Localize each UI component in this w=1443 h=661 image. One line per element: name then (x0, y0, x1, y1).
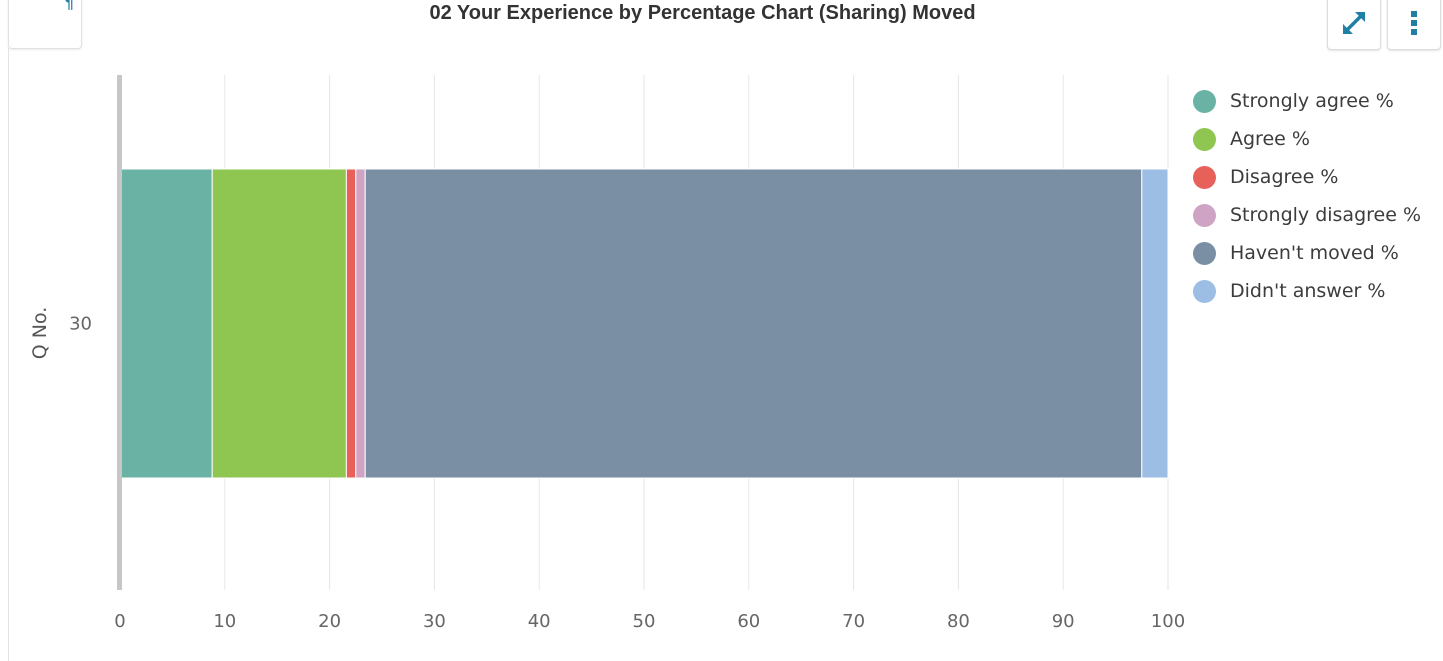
x-tick-label: 30 (423, 611, 446, 632)
chart-legend: Strongly agree % Agree % Disagree % Strongl… (1193, 82, 1421, 310)
x-tick-label: 10 (213, 611, 236, 632)
legend-swatch (1193, 241, 1216, 265)
chart-title: 02 Your Experience by Percentage Chart (… (429, 2, 976, 24)
legend-item[interactable]: Haven't moved % (1193, 234, 1421, 272)
legend-swatch (1193, 203, 1216, 227)
legend-item[interactable]: Disagree % (1193, 158, 1421, 196)
bar-segment[interactable] (1141, 168, 1169, 479)
legend-item[interactable]: Didn't answer % (1193, 272, 1421, 310)
x-tick-label: 60 (737, 611, 760, 632)
legend-item[interactable]: Strongly disagree % (1193, 196, 1421, 234)
legend-swatch (1193, 127, 1216, 151)
legend-label: Disagree % (1230, 166, 1339, 188)
bar-segments (119, 168, 1169, 479)
legend-swatch (1193, 279, 1216, 303)
expand-arrows-icon (1343, 12, 1365, 34)
legend-label: Haven't moved % (1230, 242, 1399, 264)
legend-label: Didn't answer % (1230, 280, 1386, 302)
more-options-button[interactable] (1387, 0, 1441, 50)
x-tick-label: 80 (947, 611, 970, 632)
legend-label: Strongly disagree % (1230, 204, 1422, 226)
legend-item[interactable]: Agree % (1193, 120, 1421, 158)
collapse-tab[interactable]: ¶ (8, 0, 82, 49)
stacked-bar-chart: 0 10 20 30 40 50 60 70 80 90 100 30 Q No. (29, 75, 1185, 632)
y-axis-ticks: 30 (69, 314, 92, 335)
bar-segment[interactable] (364, 168, 1143, 479)
bar-segment[interactable] (355, 168, 366, 479)
expand-button[interactable] (1327, 0, 1381, 50)
legend-swatch (1193, 165, 1216, 189)
y-tick-label: 30 (69, 314, 92, 335)
x-tick-label: 40 (528, 611, 551, 632)
vertical-dots-icon (1411, 11, 1417, 35)
x-tick-label: 70 (842, 611, 865, 632)
x-tick-label: 100 (1151, 611, 1185, 632)
legend-item[interactable]: Strongly agree % (1193, 82, 1421, 120)
bar-segment[interactable] (211, 168, 347, 479)
chart-panel (8, 48, 1439, 661)
x-tick-label: 50 (633, 611, 656, 632)
x-tick-label: 20 (318, 611, 341, 632)
bar-segment[interactable] (119, 168, 213, 479)
x-tick-label: 0 (114, 611, 125, 632)
y-axis-label: Q No. (29, 307, 51, 360)
x-tick-label: 90 (1052, 611, 1075, 632)
legend-label: Strongly agree % (1230, 90, 1394, 112)
legend-swatch (1193, 89, 1216, 113)
bar-segment[interactable] (345, 168, 357, 479)
x-axis-ticks: 0 10 20 30 40 50 60 70 80 90 100 (114, 611, 1185, 632)
legend-label: Agree % (1230, 128, 1310, 150)
pin-icon: ¶ (65, 0, 74, 12)
